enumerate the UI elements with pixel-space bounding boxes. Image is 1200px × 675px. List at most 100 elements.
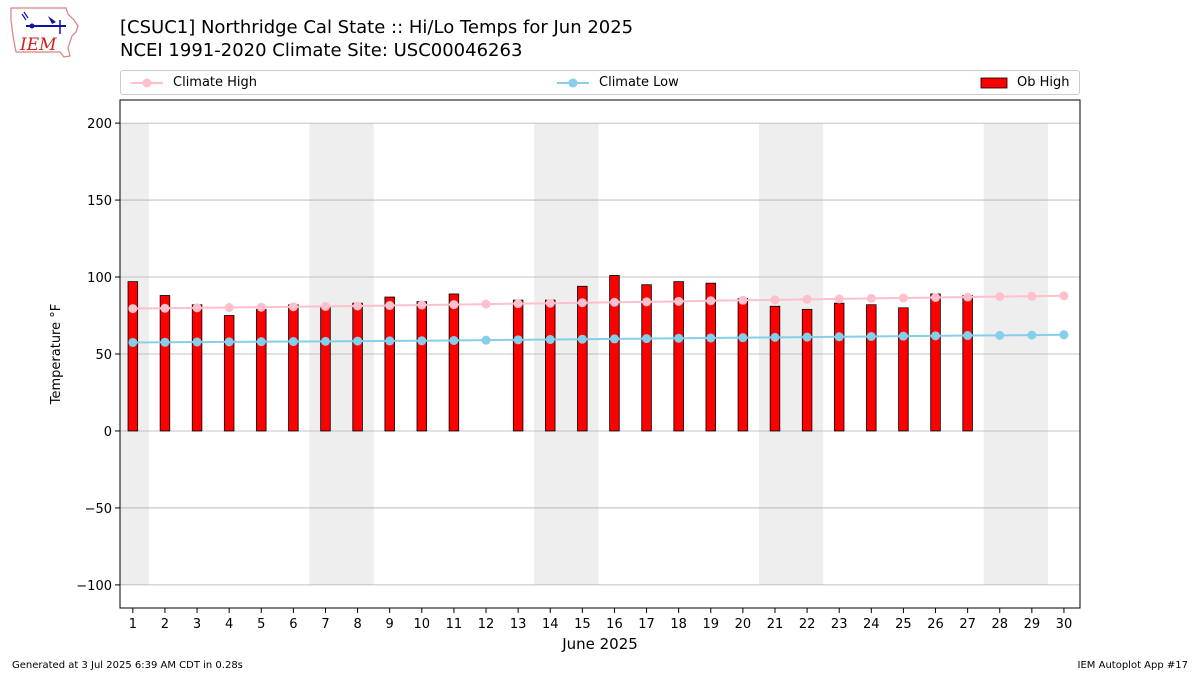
legend-marker-climate-low <box>557 78 589 87</box>
climate-low-point <box>320 336 330 346</box>
climate-low-point <box>866 331 876 341</box>
legend-marker-climate-high <box>131 78 163 87</box>
climate-high-line <box>132 294 1064 310</box>
legend-label-ob-high: Ob High <box>1017 75 1070 90</box>
ob-high-bar <box>898 307 909 432</box>
ob-high-bar <box>801 308 813 432</box>
climate-high-point <box>866 293 876 303</box>
climate-high-point <box>609 297 619 307</box>
climate-high-point <box>1027 291 1037 301</box>
y-tick-label: 0 <box>104 425 112 440</box>
ob-high-bar <box>320 305 331 432</box>
ob-high-bar <box>930 293 941 432</box>
x-tick-label: 15 <box>574 617 591 632</box>
climate-low-point <box>898 331 908 341</box>
ob-high-bar <box>769 305 781 432</box>
climate-low-point <box>449 335 459 345</box>
climate-low-point <box>128 337 138 347</box>
climate-high-point <box>224 303 234 313</box>
climate-low-point <box>385 336 395 346</box>
x-tick-label: 16 <box>606 617 623 632</box>
climate-high-point <box>320 301 330 311</box>
legend-label-climate-low: Climate Low <box>599 75 679 90</box>
x-tick-label: 27 <box>959 617 976 632</box>
climate-low-point <box>160 337 170 347</box>
y-tick-label: −100 <box>76 579 112 594</box>
x-tick-label: 25 <box>895 617 912 632</box>
climate-high-point <box>545 298 555 308</box>
x-tick-label: 11 <box>446 617 463 632</box>
legend-label-climate-high: Climate High <box>173 75 258 90</box>
climate-high-point <box>288 302 298 312</box>
x-tick-label: 29 <box>1024 617 1041 632</box>
x-tick-label: 9 <box>386 617 394 632</box>
ob-high-bar <box>384 296 395 432</box>
climate-high-point <box>160 303 170 313</box>
iem-logo: IEM <box>10 7 79 58</box>
ob-high-bar <box>673 281 684 432</box>
climate-low-point <box>931 331 941 341</box>
gridlines <box>120 122 1080 586</box>
climate-high-point <box>128 304 138 314</box>
climate-high-point <box>417 300 427 310</box>
legend-item-ob-high: Ob High <box>979 71 1070 94</box>
x-tick-label: 17 <box>638 617 655 632</box>
x-tick-label: 3 <box>193 617 201 632</box>
climate-high-point <box>995 292 1005 302</box>
climate-low-point <box>834 332 844 342</box>
climate-low-point <box>417 336 427 346</box>
ob-high-bar <box>866 304 877 432</box>
y-tick-label: 150 <box>87 194 112 209</box>
climate-low-point <box>770 332 780 342</box>
climate-high-point <box>963 292 973 302</box>
x-tick-label: 19 <box>702 617 719 632</box>
climate-low-point <box>577 334 587 344</box>
ob-high-bar <box>737 298 749 432</box>
x-tick-label: 12 <box>478 617 495 632</box>
legend-marker-ob-high <box>980 77 1008 88</box>
climate-high-point <box>513 299 523 309</box>
climate-low-point <box>481 335 491 345</box>
climate-low-point <box>288 337 298 347</box>
ob-high-bar <box>641 284 652 432</box>
x-tick-label: 26 <box>927 617 944 632</box>
climate-high-point <box>642 297 652 307</box>
x-tick-label: 21 <box>767 617 784 632</box>
climate-high-point <box>577 298 587 308</box>
x-tick-label: 6 <box>289 617 297 632</box>
chart-legend: Climate High Climate Low Ob High <box>120 70 1080 95</box>
x-tick-label: 10 <box>414 617 431 632</box>
x-tick-label: 5 <box>257 617 265 632</box>
ob-high-bars <box>127 275 973 432</box>
ob-high-bar <box>159 295 171 432</box>
climate-high-point <box>1059 291 1069 301</box>
x-tick-label: 14 <box>542 617 559 632</box>
climate-high-point <box>256 302 266 312</box>
climate-high-point <box>706 296 716 306</box>
climate-low-point <box>995 330 1005 340</box>
x-tick-label: 23 <box>831 617 848 632</box>
iowa-outline <box>10 7 79 58</box>
ob-high-bar <box>416 301 428 432</box>
x-axis-label: June 2025 <box>561 635 638 653</box>
y-tick-label: −50 <box>85 502 112 517</box>
ob-high-bar <box>223 315 235 432</box>
climate-low-point <box>1059 330 1069 340</box>
climate-high-point <box>834 294 844 304</box>
x-tick-label: 20 <box>735 617 752 632</box>
legend-item-climate-high: Climate High <box>129 71 257 94</box>
ob-high-bar <box>288 304 299 432</box>
x-tick-label: 30 <box>1056 617 1073 632</box>
ob-high-bar <box>191 304 203 432</box>
ob-high-bar <box>609 275 620 432</box>
x-tick-label: 8 <box>353 617 361 632</box>
footer-generated-note: Generated at 3 Jul 2025 6:39 AM CDT in 0… <box>12 660 243 671</box>
x-tick-label: 4 <box>225 617 233 632</box>
climate-low-line <box>132 333 1064 344</box>
climate-lines <box>128 291 1069 347</box>
ob-high-bar <box>833 302 845 432</box>
x-tick-label: 18 <box>670 617 687 632</box>
climate-low-point <box>642 334 652 344</box>
y-tick-label: 100 <box>87 271 112 286</box>
